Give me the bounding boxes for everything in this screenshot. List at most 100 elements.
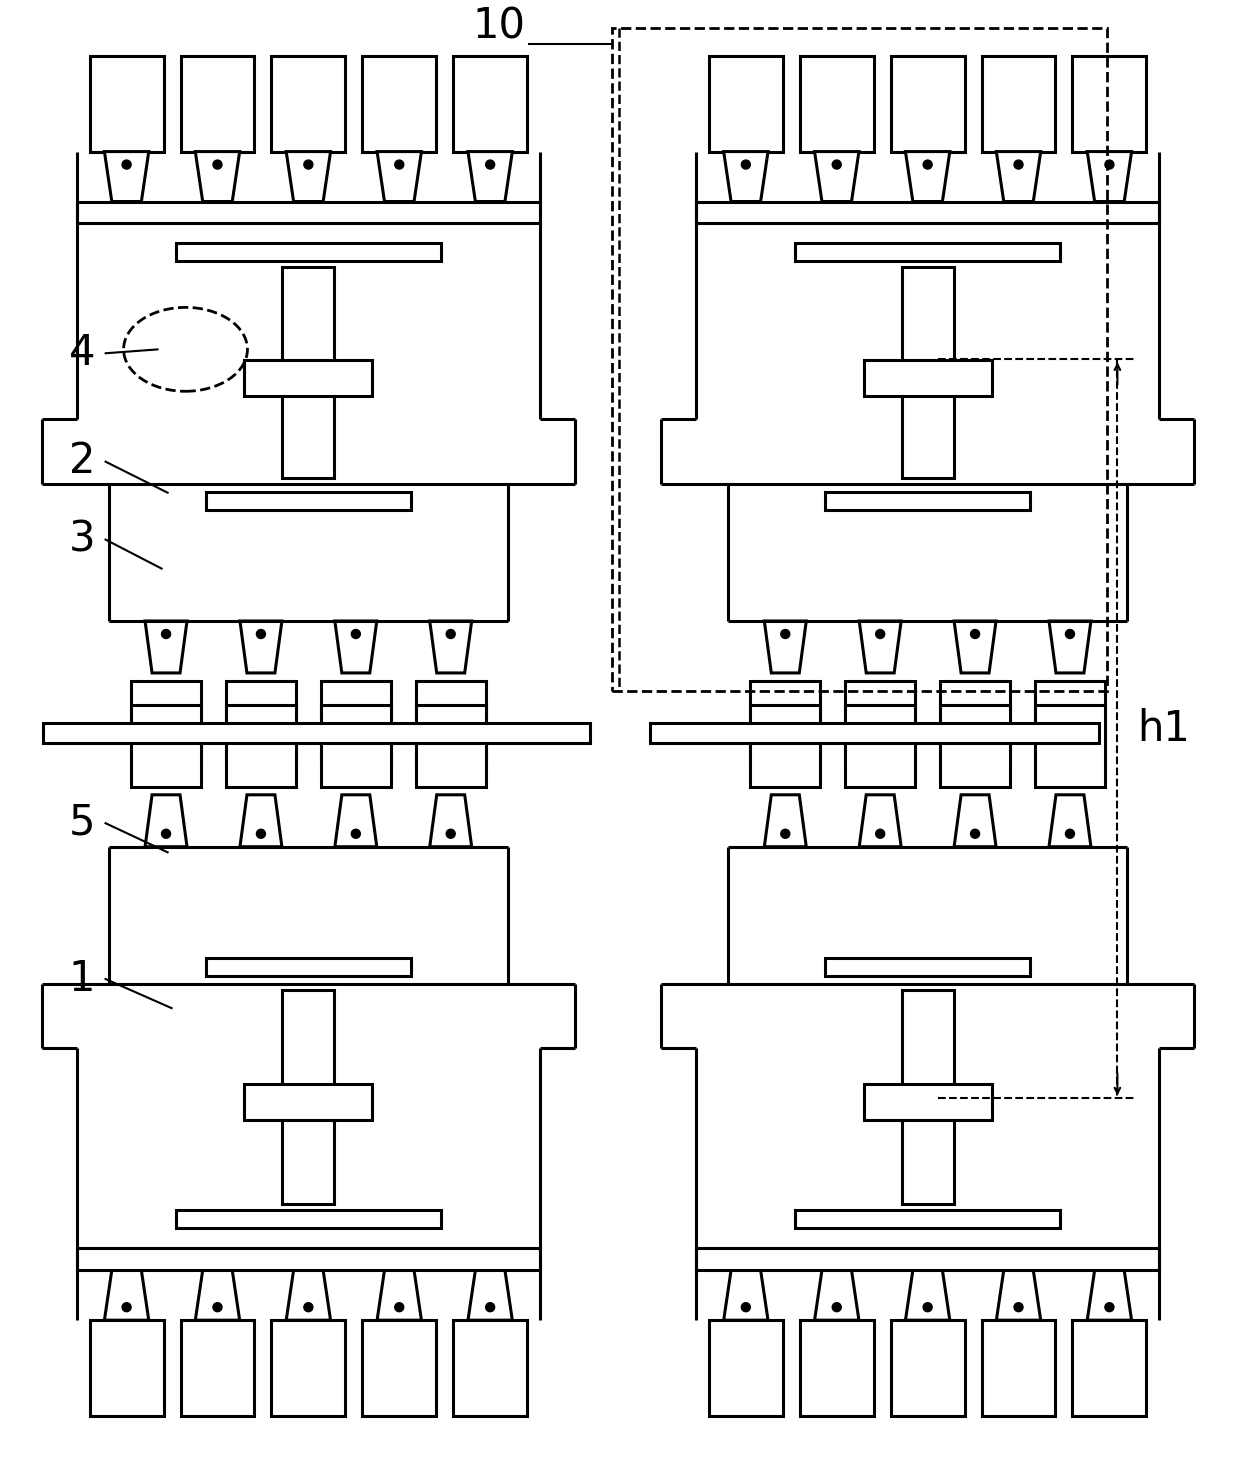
Circle shape	[742, 1302, 750, 1311]
Polygon shape	[954, 795, 996, 847]
Bar	[846, 705, 915, 787]
Polygon shape	[104, 1270, 149, 1320]
Text: 10: 10	[472, 6, 526, 48]
Polygon shape	[430, 621, 471, 672]
Bar	[696, 1248, 1159, 1270]
Circle shape	[257, 630, 265, 639]
Bar	[77, 1248, 541, 1270]
Polygon shape	[286, 1270, 331, 1320]
Polygon shape	[467, 1270, 512, 1320]
Polygon shape	[467, 151, 512, 202]
Circle shape	[394, 1302, 404, 1311]
Circle shape	[394, 160, 404, 168]
Circle shape	[486, 1302, 495, 1311]
Bar	[321, 705, 391, 787]
Bar	[244, 1084, 372, 1121]
Polygon shape	[859, 795, 901, 847]
Bar	[650, 722, 1100, 743]
Circle shape	[1014, 1302, 1023, 1311]
Text: 3: 3	[68, 519, 95, 560]
Polygon shape	[196, 151, 239, 202]
Circle shape	[446, 829, 455, 838]
Circle shape	[781, 630, 790, 639]
Bar	[709, 1320, 782, 1417]
Bar	[272, 56, 345, 151]
Circle shape	[875, 829, 884, 838]
Text: 5: 5	[68, 801, 95, 844]
Polygon shape	[145, 621, 187, 672]
Circle shape	[304, 160, 312, 168]
Text: h1: h1	[1137, 708, 1190, 750]
Polygon shape	[196, 1270, 239, 1320]
Circle shape	[971, 829, 980, 838]
Circle shape	[213, 160, 222, 168]
Polygon shape	[335, 795, 377, 847]
Bar	[613, 28, 1107, 691]
Polygon shape	[815, 1270, 859, 1320]
Circle shape	[923, 160, 932, 168]
Polygon shape	[724, 151, 768, 202]
Circle shape	[122, 160, 131, 168]
Bar	[826, 958, 1030, 976]
Bar	[181, 1320, 254, 1417]
Bar	[362, 56, 436, 151]
Bar	[800, 56, 874, 151]
Circle shape	[446, 630, 455, 639]
Bar	[890, 1320, 965, 1417]
Circle shape	[923, 1302, 932, 1311]
Circle shape	[1014, 160, 1023, 168]
Circle shape	[304, 1302, 312, 1311]
Bar	[864, 360, 992, 396]
Polygon shape	[1087, 1270, 1132, 1320]
Bar	[226, 681, 296, 763]
Circle shape	[1105, 160, 1114, 168]
Circle shape	[213, 1302, 222, 1311]
Polygon shape	[145, 795, 187, 847]
Bar	[77, 202, 541, 224]
Bar	[940, 705, 1011, 787]
Bar	[226, 705, 296, 787]
Polygon shape	[905, 1270, 950, 1320]
Circle shape	[1065, 829, 1074, 838]
Circle shape	[832, 1302, 841, 1311]
Polygon shape	[335, 621, 377, 672]
Bar	[750, 705, 821, 787]
Bar	[696, 202, 1159, 224]
Bar	[89, 1320, 164, 1417]
Circle shape	[351, 630, 361, 639]
Bar	[244, 360, 372, 396]
Text: 4: 4	[68, 333, 95, 375]
Bar	[131, 681, 201, 763]
Bar	[415, 705, 486, 787]
Polygon shape	[954, 621, 996, 672]
Bar	[453, 56, 527, 151]
Bar	[283, 989, 335, 1204]
Circle shape	[257, 829, 265, 838]
Polygon shape	[286, 151, 331, 202]
Circle shape	[971, 630, 980, 639]
Bar	[800, 1320, 874, 1417]
Bar	[1073, 1320, 1146, 1417]
Bar	[131, 705, 201, 787]
Polygon shape	[905, 151, 950, 202]
Circle shape	[161, 630, 171, 639]
Text: 1: 1	[68, 958, 95, 999]
Bar	[89, 56, 164, 151]
Polygon shape	[104, 151, 149, 202]
Bar	[321, 681, 391, 763]
Polygon shape	[997, 151, 1040, 202]
Circle shape	[351, 829, 361, 838]
Polygon shape	[997, 1270, 1040, 1320]
Bar	[901, 268, 954, 478]
Circle shape	[122, 1302, 131, 1311]
Bar	[890, 56, 965, 151]
Circle shape	[875, 630, 884, 639]
Polygon shape	[815, 151, 859, 202]
Circle shape	[161, 829, 171, 838]
Bar	[864, 1084, 992, 1121]
Bar	[1035, 705, 1105, 787]
Bar	[176, 243, 440, 261]
Bar	[940, 681, 1011, 763]
Bar	[982, 56, 1055, 151]
Bar	[272, 1320, 345, 1417]
